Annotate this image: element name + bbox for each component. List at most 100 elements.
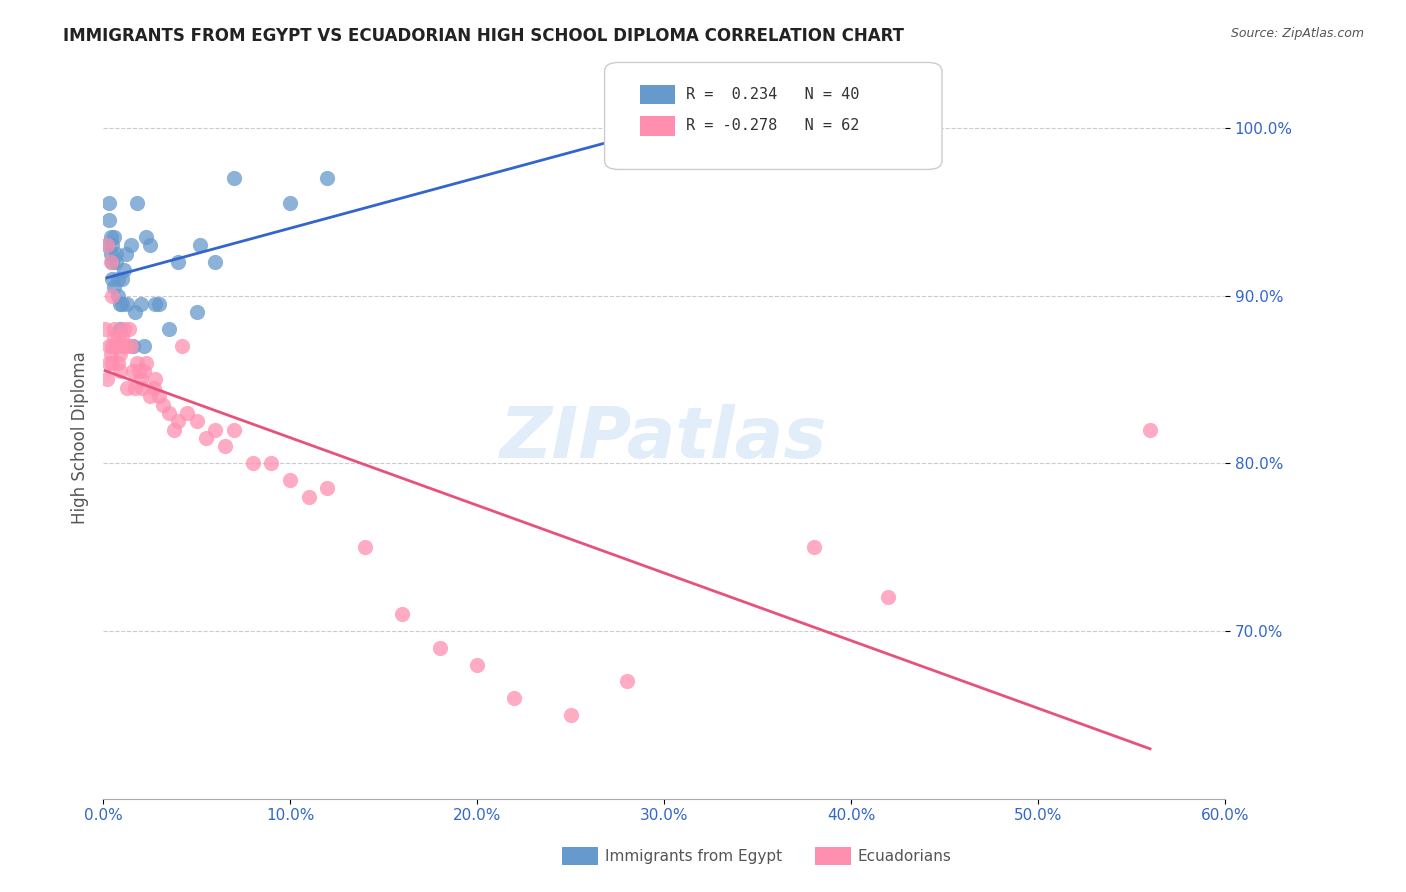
Point (222, 423, 245, 437)
Point (108, 322, 131, 336)
Point (1139, 423, 1161, 437)
Point (120, 238, 142, 252)
Point (103, 229, 125, 244)
Point (298, 490, 321, 504)
Point (101, 238, 124, 252)
Point (117, 297, 139, 311)
Point (194, 431, 217, 445)
Point (111, 271, 134, 285)
Point (101, 288, 124, 302)
Point (134, 339, 156, 353)
Point (103, 322, 125, 336)
Point (111, 330, 134, 344)
Point (112, 322, 135, 336)
Point (122, 364, 145, 378)
Point (142, 381, 165, 395)
Point (803, 540, 825, 554)
Point (560, 707, 582, 722)
Point (145, 372, 167, 386)
Point (96, 238, 118, 252)
Point (112, 263, 135, 277)
Text: R =  0.234   N = 40: R = 0.234 N = 40 (686, 87, 859, 102)
Point (204, 255, 226, 269)
Point (176, 406, 198, 420)
Point (125, 196, 148, 211)
Point (100, 246, 122, 260)
Point (278, 196, 301, 211)
Point (101, 255, 124, 269)
Point (354, 540, 377, 554)
Point (103, 330, 125, 344)
Point (391, 607, 413, 622)
Point (128, 364, 150, 378)
Point (124, 381, 146, 395)
Point (316, 482, 339, 496)
Point (167, 414, 190, 428)
Point (94, 322, 117, 336)
Point (96, 238, 118, 252)
Point (97, 356, 120, 370)
Point (139, 238, 162, 252)
Point (97, 339, 120, 353)
Point (125, 356, 148, 370)
Text: IMMIGRANTS FROM EGYPT VS ECUADORIAN HIGH SCHOOL DIPLOMA CORRELATION CHART: IMMIGRANTS FROM EGYPT VS ECUADORIAN HIGH… (63, 27, 904, 45)
Point (129, 372, 152, 386)
Point (97, 196, 120, 211)
Point (204, 423, 226, 437)
Point (107, 356, 129, 370)
Point (278, 473, 301, 487)
Point (167, 255, 190, 269)
Point (122, 339, 145, 353)
Point (163, 423, 186, 437)
Point (117, 381, 139, 395)
Point (148, 389, 170, 403)
Point (124, 305, 146, 319)
Point (107, 330, 129, 344)
Point (616, 137, 638, 152)
Point (120, 339, 142, 353)
Point (242, 456, 264, 470)
Point (111, 339, 134, 353)
Point (145, 297, 167, 311)
Point (114, 246, 136, 260)
Point (100, 255, 122, 269)
Text: Source: ZipAtlas.com: Source: ZipAtlas.com (1230, 27, 1364, 40)
Point (316, 171, 339, 186)
Point (100, 229, 122, 244)
Point (101, 339, 124, 353)
Point (108, 347, 131, 361)
Point (103, 280, 125, 294)
Point (118, 322, 141, 336)
Point (97, 213, 120, 227)
Point (157, 322, 180, 336)
Point (214, 440, 236, 454)
Point (105, 246, 128, 260)
Point (157, 406, 180, 420)
Y-axis label: High School Diploma: High School Diploma (72, 351, 89, 524)
Point (134, 364, 156, 378)
Text: Ecuadorians: Ecuadorians (858, 849, 952, 863)
Point (135, 229, 157, 244)
Text: Immigrants from Egypt: Immigrants from Egypt (605, 849, 782, 863)
Point (108, 364, 131, 378)
Point (96, 372, 118, 386)
Point (260, 456, 283, 470)
Point (148, 297, 170, 311)
Point (129, 297, 152, 311)
Point (135, 356, 157, 370)
Point (107, 288, 129, 302)
Point (139, 389, 162, 403)
Point (503, 691, 526, 706)
Point (186, 305, 208, 319)
Point (111, 297, 134, 311)
Point (131, 381, 153, 395)
Point (101, 271, 124, 285)
Point (188, 238, 211, 252)
Point (616, 674, 638, 689)
Point (114, 339, 136, 353)
Point (100, 347, 122, 361)
Point (222, 171, 245, 186)
Text: ZIPatlas: ZIPatlas (501, 403, 828, 473)
Point (877, 591, 900, 605)
Point (465, 657, 488, 672)
